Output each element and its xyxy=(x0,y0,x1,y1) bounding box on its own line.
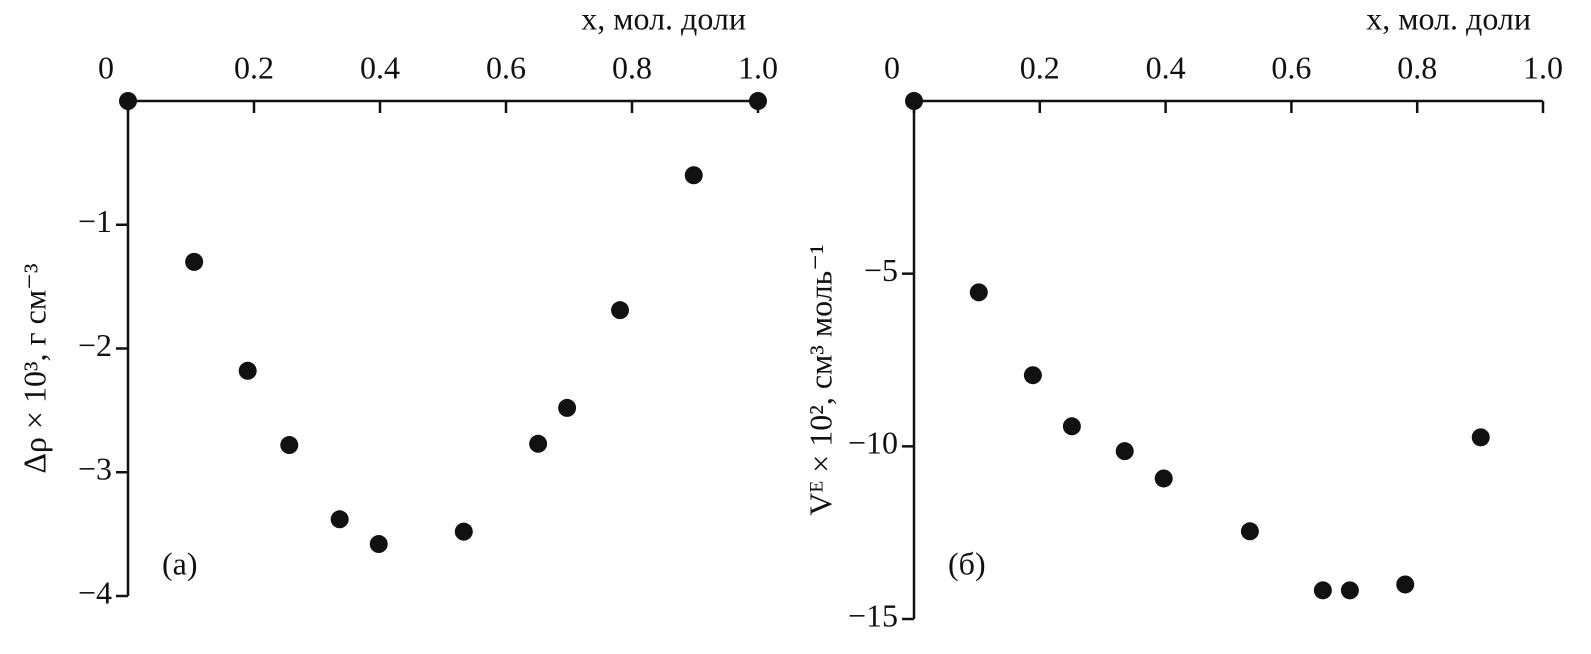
point xyxy=(684,166,703,185)
point xyxy=(1340,581,1359,600)
point xyxy=(369,535,388,554)
x-tick-label: 0.2 xyxy=(1020,49,1060,85)
x-tick-label: 0 xyxy=(884,49,900,85)
point xyxy=(1023,366,1042,385)
x-tick-label: 0.4 xyxy=(1146,49,1186,85)
annotation: (а) xyxy=(162,545,198,581)
point xyxy=(454,522,473,541)
point xyxy=(558,398,577,417)
x-tick-label: 0.2 xyxy=(234,49,274,85)
point xyxy=(969,283,988,302)
y-tick-label: −1 xyxy=(78,203,112,239)
point xyxy=(1471,428,1490,447)
x-tick-label: 0.6 xyxy=(1271,49,1311,85)
point xyxy=(1396,575,1415,594)
y-tick-label: −5 xyxy=(864,252,898,288)
x-tick-label: 1.0 xyxy=(1523,49,1563,85)
point xyxy=(185,252,204,271)
y-axis-label: Vᴱ × 10², см³ моль⁻¹ xyxy=(802,244,838,516)
point xyxy=(905,92,923,110)
point xyxy=(238,361,257,380)
y-tick-label: −2 xyxy=(78,327,112,363)
annotation: (б) xyxy=(948,545,986,581)
x-tick-label: 0.4 xyxy=(360,49,400,85)
x-axis-label: x, мол. доли xyxy=(1366,0,1531,36)
point xyxy=(749,92,767,110)
x-tick-label: 0.8 xyxy=(1397,49,1437,85)
x-tick-label: 0.6 xyxy=(486,49,526,85)
y-tick-label: −4 xyxy=(78,574,112,610)
x-tick-label: 1.0 xyxy=(738,49,778,85)
point xyxy=(529,434,548,453)
point xyxy=(611,301,630,320)
point xyxy=(119,92,137,110)
point xyxy=(330,510,349,529)
y-tick-label: −3 xyxy=(78,451,112,487)
x-tick-label: 0 xyxy=(98,49,114,85)
y-tick-label: −10 xyxy=(848,425,898,461)
y-tick-label: −15 xyxy=(848,597,898,633)
point xyxy=(1240,522,1259,541)
point xyxy=(1313,581,1332,600)
point xyxy=(1154,469,1173,488)
point xyxy=(1062,417,1081,436)
x-tick-label: 0.8 xyxy=(612,49,652,85)
y-axis-label: Δρ × 10³, г см⁻³ xyxy=(16,263,52,473)
point xyxy=(280,436,299,455)
x-axis-label: x, мол. доли xyxy=(581,0,746,36)
point xyxy=(1115,442,1134,461)
